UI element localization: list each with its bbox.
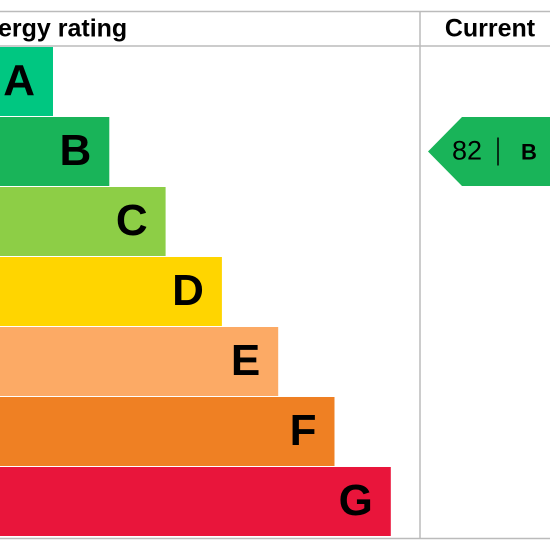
band-bar [0, 327, 279, 396]
current-arrow [428, 117, 550, 186]
band-bar [0, 257, 222, 326]
header-title: ergy rating [0, 15, 127, 43]
band-letter: F [290, 406, 317, 455]
current-rating: 82 B [428, 117, 550, 186]
band-letter: D [172, 266, 204, 315]
band-letter: B [60, 126, 92, 175]
band-bar [0, 47, 53, 116]
header-current: Current [445, 15, 536, 43]
band-bar [0, 117, 110, 186]
band-letter: G [339, 476, 373, 525]
current-band: B [521, 139, 537, 164]
band-bar [0, 467, 391, 536]
band-letter: C [116, 196, 148, 245]
band-letter: A [3, 56, 35, 105]
current-score: 82 [452, 136, 482, 166]
band-letter: E [231, 336, 260, 385]
band-bar [0, 187, 166, 256]
band-bar [0, 397, 335, 466]
